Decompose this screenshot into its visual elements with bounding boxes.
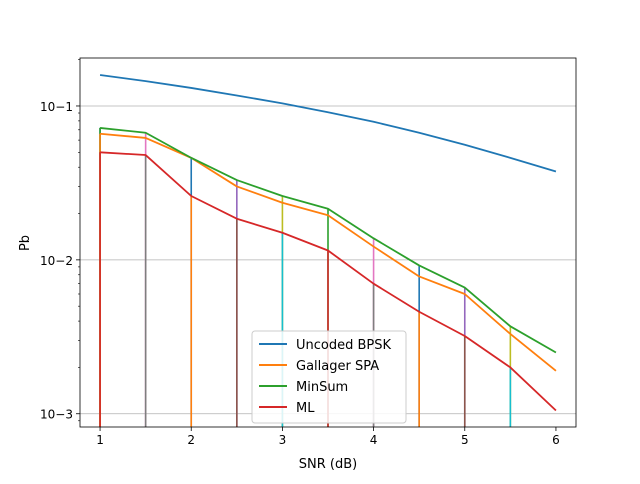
y-tick-label-0: 10−3 xyxy=(40,408,73,422)
x-tick-label-0: 1 xyxy=(96,433,104,447)
legend-box xyxy=(251,330,407,424)
series-line-uncoded-bpsk xyxy=(99,74,557,173)
series-line-minsum xyxy=(99,127,557,354)
x-tick-label-3: 4 xyxy=(370,433,378,447)
x-tick-label-5: 6 xyxy=(552,433,560,447)
x-tick-label-4: 5 xyxy=(461,433,469,447)
legend-label-2: MinSum xyxy=(296,380,348,395)
legend: Uncoded BPSK Gallager SPA MinSum ML xyxy=(251,330,407,424)
y-axis-label: Pb xyxy=(18,235,33,251)
y-tick-label-1: 10−2 xyxy=(40,254,73,268)
plot-frame xyxy=(79,57,577,428)
y-tick-label-2: 10−1 xyxy=(40,100,73,114)
series-lines xyxy=(99,74,557,412)
legend-label-1: Gallager SPA xyxy=(296,359,379,374)
legend-label-3: ML xyxy=(296,401,315,416)
series-line-gallager-spa xyxy=(99,132,557,372)
series-line-ml xyxy=(100,151,557,412)
x-tick-label-2: 3 xyxy=(279,433,287,447)
x-axis-label: SNR (dB) xyxy=(299,457,357,472)
y-axis-ticks: 10−3 10−2 10−1 xyxy=(40,59,80,422)
legend-label-0: Uncoded BPSK xyxy=(296,338,391,353)
x-tick-label-1: 2 xyxy=(187,433,195,447)
x-axis-ticks: 1 2 3 4 5 6 xyxy=(96,427,560,447)
